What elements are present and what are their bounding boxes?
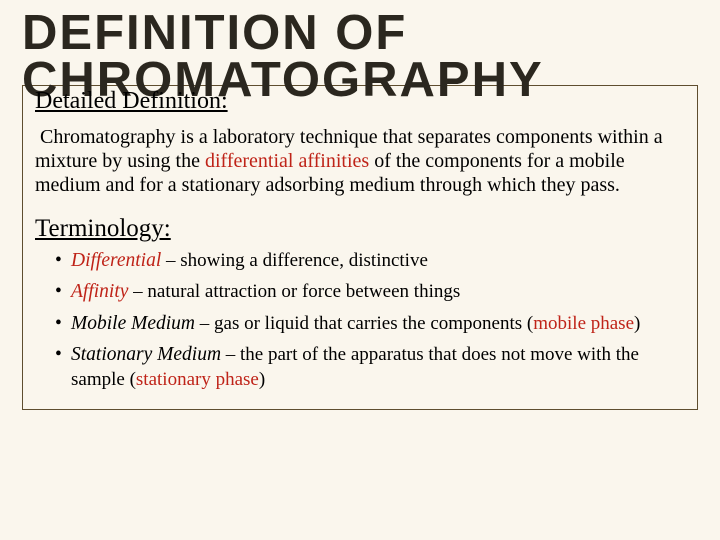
term-sep: – xyxy=(161,250,180,271)
term-def: gas or liquid that carries the component… xyxy=(214,313,527,334)
term-def: showing a difference, distinctive xyxy=(180,250,428,271)
term-name: Stationary Medium xyxy=(71,344,221,365)
phase-text: stationary phase xyxy=(136,369,259,390)
terminology-heading: Terminology: xyxy=(35,215,685,243)
term-sep: – xyxy=(221,344,240,365)
term-def: natural attraction or force between thin… xyxy=(147,281,460,302)
definition-highlight: differential affinities xyxy=(205,150,369,172)
content-box: Detailed Definition: Chromatography is a… xyxy=(22,85,698,410)
phase-text: mobile phase xyxy=(533,313,634,334)
definition-paragraph: Chromatography is a laboratory technique… xyxy=(35,125,685,197)
term-name: Mobile Medium xyxy=(71,313,195,334)
term-sep: – xyxy=(128,281,147,302)
phase-close: ) xyxy=(259,369,265,390)
term-name: Affinity xyxy=(71,281,128,302)
term-item: Mobile Medium – gas or liquid that carri… xyxy=(55,312,685,336)
term-item: Stationary Medium – the part of the appa… xyxy=(55,343,685,392)
term-name: Differential xyxy=(71,250,161,271)
term-item: Affinity – natural attraction or force b… xyxy=(55,280,685,304)
term-sep: – xyxy=(195,313,214,334)
terminology-list: Differential – showing a difference, dis… xyxy=(35,249,685,392)
phase-close: ) xyxy=(634,313,640,334)
term-item: Differential – showing a difference, dis… xyxy=(55,249,685,273)
